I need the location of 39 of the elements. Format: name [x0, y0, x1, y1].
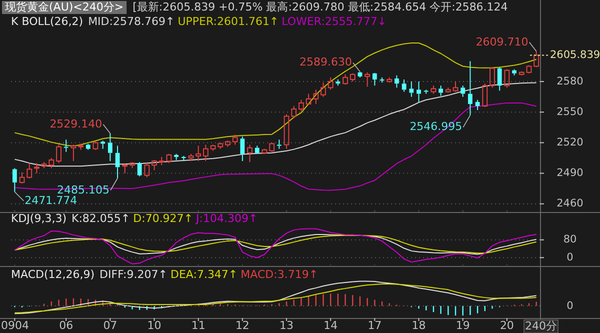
y-tick-label: 2490 [556, 167, 584, 180]
x-tick-label: 10 [147, 319, 162, 332]
legend-title: MACD(12,26,9) [11, 268, 95, 282]
series-label: D:70.927↑ [133, 212, 194, 226]
annotation: 2589.630 [299, 56, 352, 69]
series-label: J:104.309↑ [195, 212, 258, 226]
x-tick-label: 17 [368, 319, 382, 332]
annotation: 2471.774 [24, 194, 78, 207]
y-tick-label: 0 [566, 251, 574, 264]
annotation: 2529.140 [50, 117, 102, 130]
y-tick-label: 2520 [556, 136, 584, 149]
x-tick-label: 19 [456, 319, 470, 332]
legend-title: KDJ(9,3,3) [11, 212, 66, 226]
series-label: K:82.055↑ [72, 212, 130, 226]
legend-title: K BOLL(26,2) [11, 15, 84, 28]
x-tick-label: 07 [103, 319, 118, 332]
chart-subtitle: [最新:2605.839 +0.75% 最高:2609.780 最低:2584.654 今开:2586.124 [132, 0, 508, 14]
x-tick-label: 11 [191, 319, 206, 332]
text: LOWER:2555.777↓ [282, 15, 387, 28]
x-tick-label: 12 [235, 319, 250, 332]
y-tick-label: 2580 [556, 75, 584, 88]
series-label: DIFF:9.207↑ [100, 268, 168, 282]
series-label: DEA:7.347↑ [170, 268, 238, 282]
y-tick-label: 2550 [556, 106, 584, 118]
x-tick-label: 06 [59, 319, 74, 332]
y-tick-label: 80 [563, 234, 577, 246]
x-tick-label: 20 [500, 319, 514, 332]
text: MID:2578.769↑ [88, 15, 175, 28]
x-tick-label: 14 [324, 319, 338, 332]
x-tick-label: 18 [412, 319, 426, 332]
annotation: 2609.710 [476, 35, 528, 48]
ref-line-label: 2605.839 [550, 49, 600, 62]
chart-title: 现货黄金(AU)<240分> [5, 0, 124, 14]
y-tick-label: 2460 [556, 198, 584, 210]
text: UPPER:2601.761↑ [178, 15, 279, 28]
x-tick-label: 13 [280, 319, 294, 332]
series-label: MACD:3.719↑ [240, 268, 318, 282]
x-tick-label: 0904 [1, 319, 29, 332]
text: 240分 [525, 320, 557, 333]
